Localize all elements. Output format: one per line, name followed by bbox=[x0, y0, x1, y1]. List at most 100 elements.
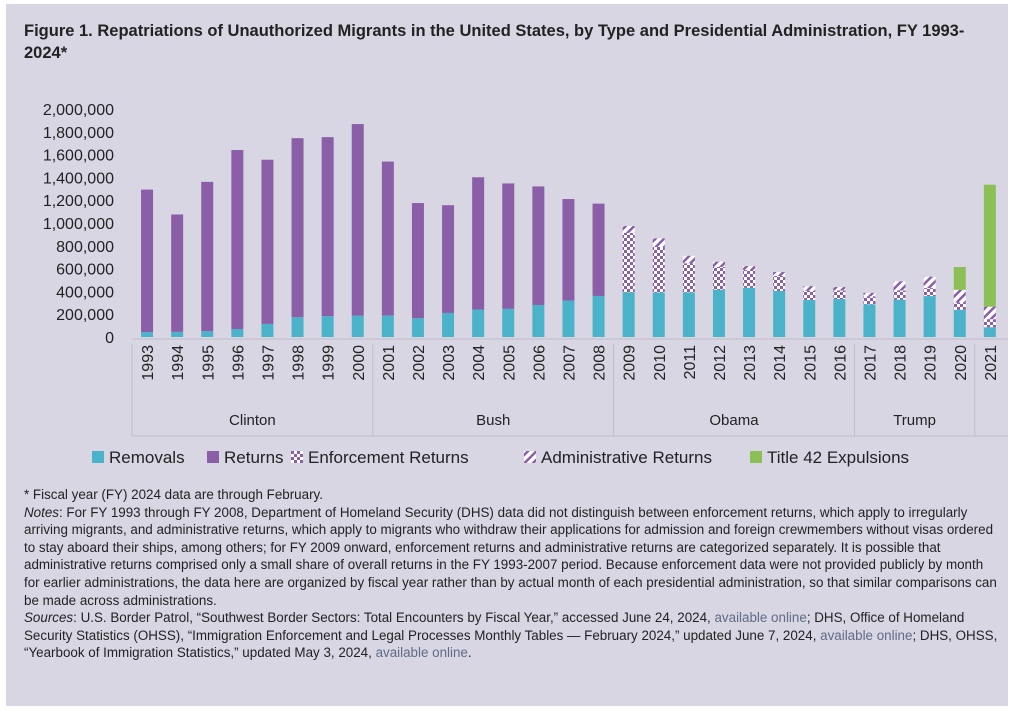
bar-enforcement-returns-2010 bbox=[652, 246, 665, 293]
x-tick-label: 2005 bbox=[501, 345, 518, 381]
fiscal-year-note: * Fiscal year (FY) 2024 data are through… bbox=[24, 487, 323, 502]
bar-removals-2007 bbox=[562, 300, 575, 337]
y-tick-label: 400,000 bbox=[56, 284, 114, 301]
bar-enforcement-returns-2020 bbox=[953, 302, 966, 310]
bar-title-42-expulsions-2021 bbox=[983, 184, 996, 307]
bar-returns-2002 bbox=[411, 203, 424, 319]
bar-removals-2004 bbox=[472, 309, 485, 337]
bar-removals-2012 bbox=[712, 289, 725, 337]
bar-removals-2018 bbox=[893, 299, 906, 337]
x-tick-label: 2013 bbox=[742, 345, 759, 381]
bar-returns-1994 bbox=[171, 214, 184, 332]
x-tick-label: 2018 bbox=[893, 345, 910, 381]
x-tick-label: 2007 bbox=[561, 345, 578, 381]
figure-panel: Figure 1. Repatriations of Unauthorized … bbox=[6, 4, 1008, 706]
source-link-3[interactable]: available online bbox=[375, 645, 468, 661]
bar-removals-2013 bbox=[743, 287, 756, 337]
bar-removals-1996 bbox=[231, 329, 244, 337]
bar-removals-2020 bbox=[953, 309, 966, 337]
bar-enforcement-returns-2016 bbox=[833, 290, 846, 300]
bar-removals-2015 bbox=[803, 299, 816, 337]
bar-administrative-returns-2014 bbox=[773, 272, 786, 277]
x-tick-label: 1997 bbox=[260, 345, 277, 381]
x-tick-label: 2016 bbox=[832, 345, 849, 381]
bar-removals-2009 bbox=[622, 292, 635, 337]
bar-enforcement-returns-2014 bbox=[773, 276, 786, 291]
y-tick-label: 1,400,000 bbox=[43, 170, 114, 187]
bar-removals-2003 bbox=[442, 312, 455, 337]
bar-administrative-returns-2020 bbox=[953, 289, 966, 303]
x-tick-label: 2017 bbox=[862, 345, 879, 381]
legend-label-administrative-returns: Administrative Returns bbox=[541, 448, 712, 467]
bar-removals-2005 bbox=[502, 308, 515, 337]
bar-removals-2019 bbox=[923, 296, 936, 337]
legend-swatch-enforcement-returns bbox=[291, 451, 303, 463]
x-tick-label: 1996 bbox=[230, 345, 247, 381]
bar-enforcement-returns-2017 bbox=[863, 296, 876, 305]
bar-returns-2003 bbox=[442, 205, 455, 313]
bar-enforcement-returns-2021 bbox=[983, 319, 996, 328]
bar-removals-2011 bbox=[682, 292, 695, 337]
y-tick-label: 200,000 bbox=[56, 307, 114, 324]
admin-label: Clinton bbox=[229, 412, 276, 429]
legend-label-enforcement-returns: Enforcement Returns bbox=[308, 448, 469, 467]
legend-label-removals: Removals bbox=[109, 448, 185, 467]
bar-returns-1997 bbox=[261, 159, 274, 324]
sources-text-2: ; DHS, Office of Homeland Security Stati… bbox=[24, 610, 965, 643]
bar-removals-1993 bbox=[141, 332, 154, 337]
y-tick-label: 1,600,000 bbox=[43, 148, 114, 165]
admin-label: Bush bbox=[476, 412, 510, 429]
x-tick-label: 2019 bbox=[923, 345, 940, 381]
source-link-2[interactable]: available online bbox=[820, 627, 913, 643]
bar-enforcement-returns-2015 bbox=[803, 290, 816, 300]
x-tick-label: 2004 bbox=[471, 345, 488, 381]
bar-returns-2008 bbox=[592, 203, 605, 296]
x-tick-label: 2021 bbox=[983, 345, 1000, 381]
x-tick-label: 2015 bbox=[802, 345, 819, 381]
figure-title: Figure 1. Repatriations of Unauthorized … bbox=[24, 22, 965, 62]
sources-text-1: : U.S. Border Patrol, “Southwest Border … bbox=[73, 610, 715, 626]
bar-removals-2000 bbox=[351, 315, 364, 337]
bar-enforcement-returns-2019 bbox=[923, 288, 936, 297]
bar-removals-2001 bbox=[381, 315, 394, 337]
bar-returns-1993 bbox=[141, 189, 154, 333]
bar-removals-2017 bbox=[863, 304, 876, 337]
bar-returns-2006 bbox=[532, 186, 545, 305]
bar-removals-2008 bbox=[592, 295, 605, 337]
legend-swatch-title-42-expulsions bbox=[750, 451, 762, 463]
bar-returns-2000 bbox=[351, 124, 364, 316]
bar-removals-1994 bbox=[171, 331, 184, 337]
bar-returns-2005 bbox=[502, 183, 515, 309]
bar-removals-1997 bbox=[261, 323, 274, 337]
bar-administrative-returns-2011 bbox=[682, 255, 695, 264]
bar-removals-1995 bbox=[201, 331, 214, 337]
bar-enforcement-returns-2013 bbox=[743, 270, 756, 288]
legend-swatch-administrative-returns bbox=[524, 451, 536, 463]
x-tick-label: 2008 bbox=[592, 345, 609, 381]
bar-removals-2021 bbox=[983, 327, 996, 337]
legend-label-returns: Returns bbox=[224, 448, 284, 467]
bar-returns-1996 bbox=[231, 150, 244, 330]
bar-administrative-returns-2012 bbox=[712, 261, 725, 267]
y-tick-label: 1,800,000 bbox=[43, 125, 114, 142]
notes-paragraph: Notes: For FY 1993 through FY 2008, Depa… bbox=[24, 504, 999, 610]
bar-enforcement-returns-2012 bbox=[712, 266, 725, 290]
bar-returns-2004 bbox=[472, 177, 485, 310]
bar-administrative-returns-2019 bbox=[923, 276, 936, 289]
source-link-1[interactable]: available online bbox=[714, 610, 807, 626]
bar-administrative-returns-2021 bbox=[983, 306, 996, 320]
admin-label: Trump bbox=[893, 412, 936, 429]
sources-text-3: ; DHS, OHSS, “Yearbook of Immigration St… bbox=[24, 627, 998, 661]
y-tick-label: 0 bbox=[105, 330, 114, 347]
bar-enforcement-returns-2018 bbox=[893, 290, 906, 300]
bar-administrative-returns-2013 bbox=[743, 266, 756, 271]
stacked-bar-chart: 2,000,000 1,800,000 1,600,000 1,400,000 1,20… bbox=[43, 102, 1008, 467]
bar-administrative-returns-2015 bbox=[803, 286, 816, 291]
x-tick-label: 2003 bbox=[441, 345, 458, 381]
x-tick-label: 1993 bbox=[140, 345, 157, 381]
bar-administrative-returns-2016 bbox=[833, 287, 846, 291]
y-tick-label: 800,000 bbox=[56, 239, 114, 256]
bar-removals-1999 bbox=[321, 316, 334, 337]
bar-returns-1998 bbox=[291, 138, 304, 318]
bar-removals-2016 bbox=[833, 299, 846, 337]
